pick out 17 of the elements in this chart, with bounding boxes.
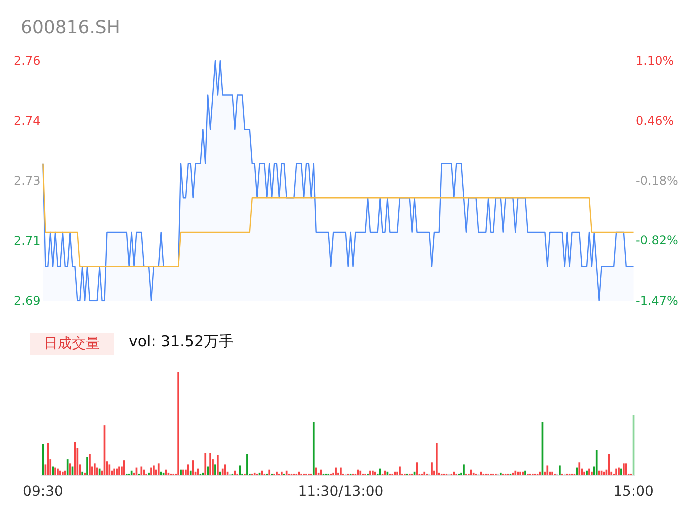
y2-tick-label: -1.47% (636, 294, 678, 308)
text: 日成交量 (44, 336, 100, 352)
y-tick-label: 2.74 (14, 114, 41, 128)
x-tick-label: 11:30/13:00 (298, 484, 384, 500)
line-series (42, 163, 634, 268)
y2-tick-label: 1.10% (636, 54, 674, 68)
chart-title: 600816.SH (21, 18, 120, 38)
x-tick-label: 15:00 (614, 484, 654, 500)
y2-tick-label: -0.18% (636, 174, 678, 188)
y-tick-label: 2.71 (14, 234, 41, 248)
text: vol: 31.52万手 (129, 332, 234, 350)
y-tick-label: 2.73 (14, 174, 41, 188)
y-tick-label: 2.76 (14, 54, 41, 68)
x-tick-label: 09:30 (23, 484, 64, 500)
y2-tick-label: 0.46% (636, 114, 674, 128)
y2-tick-label: -0.82% (636, 234, 678, 248)
y-tick-label: 2.69 (14, 294, 41, 308)
